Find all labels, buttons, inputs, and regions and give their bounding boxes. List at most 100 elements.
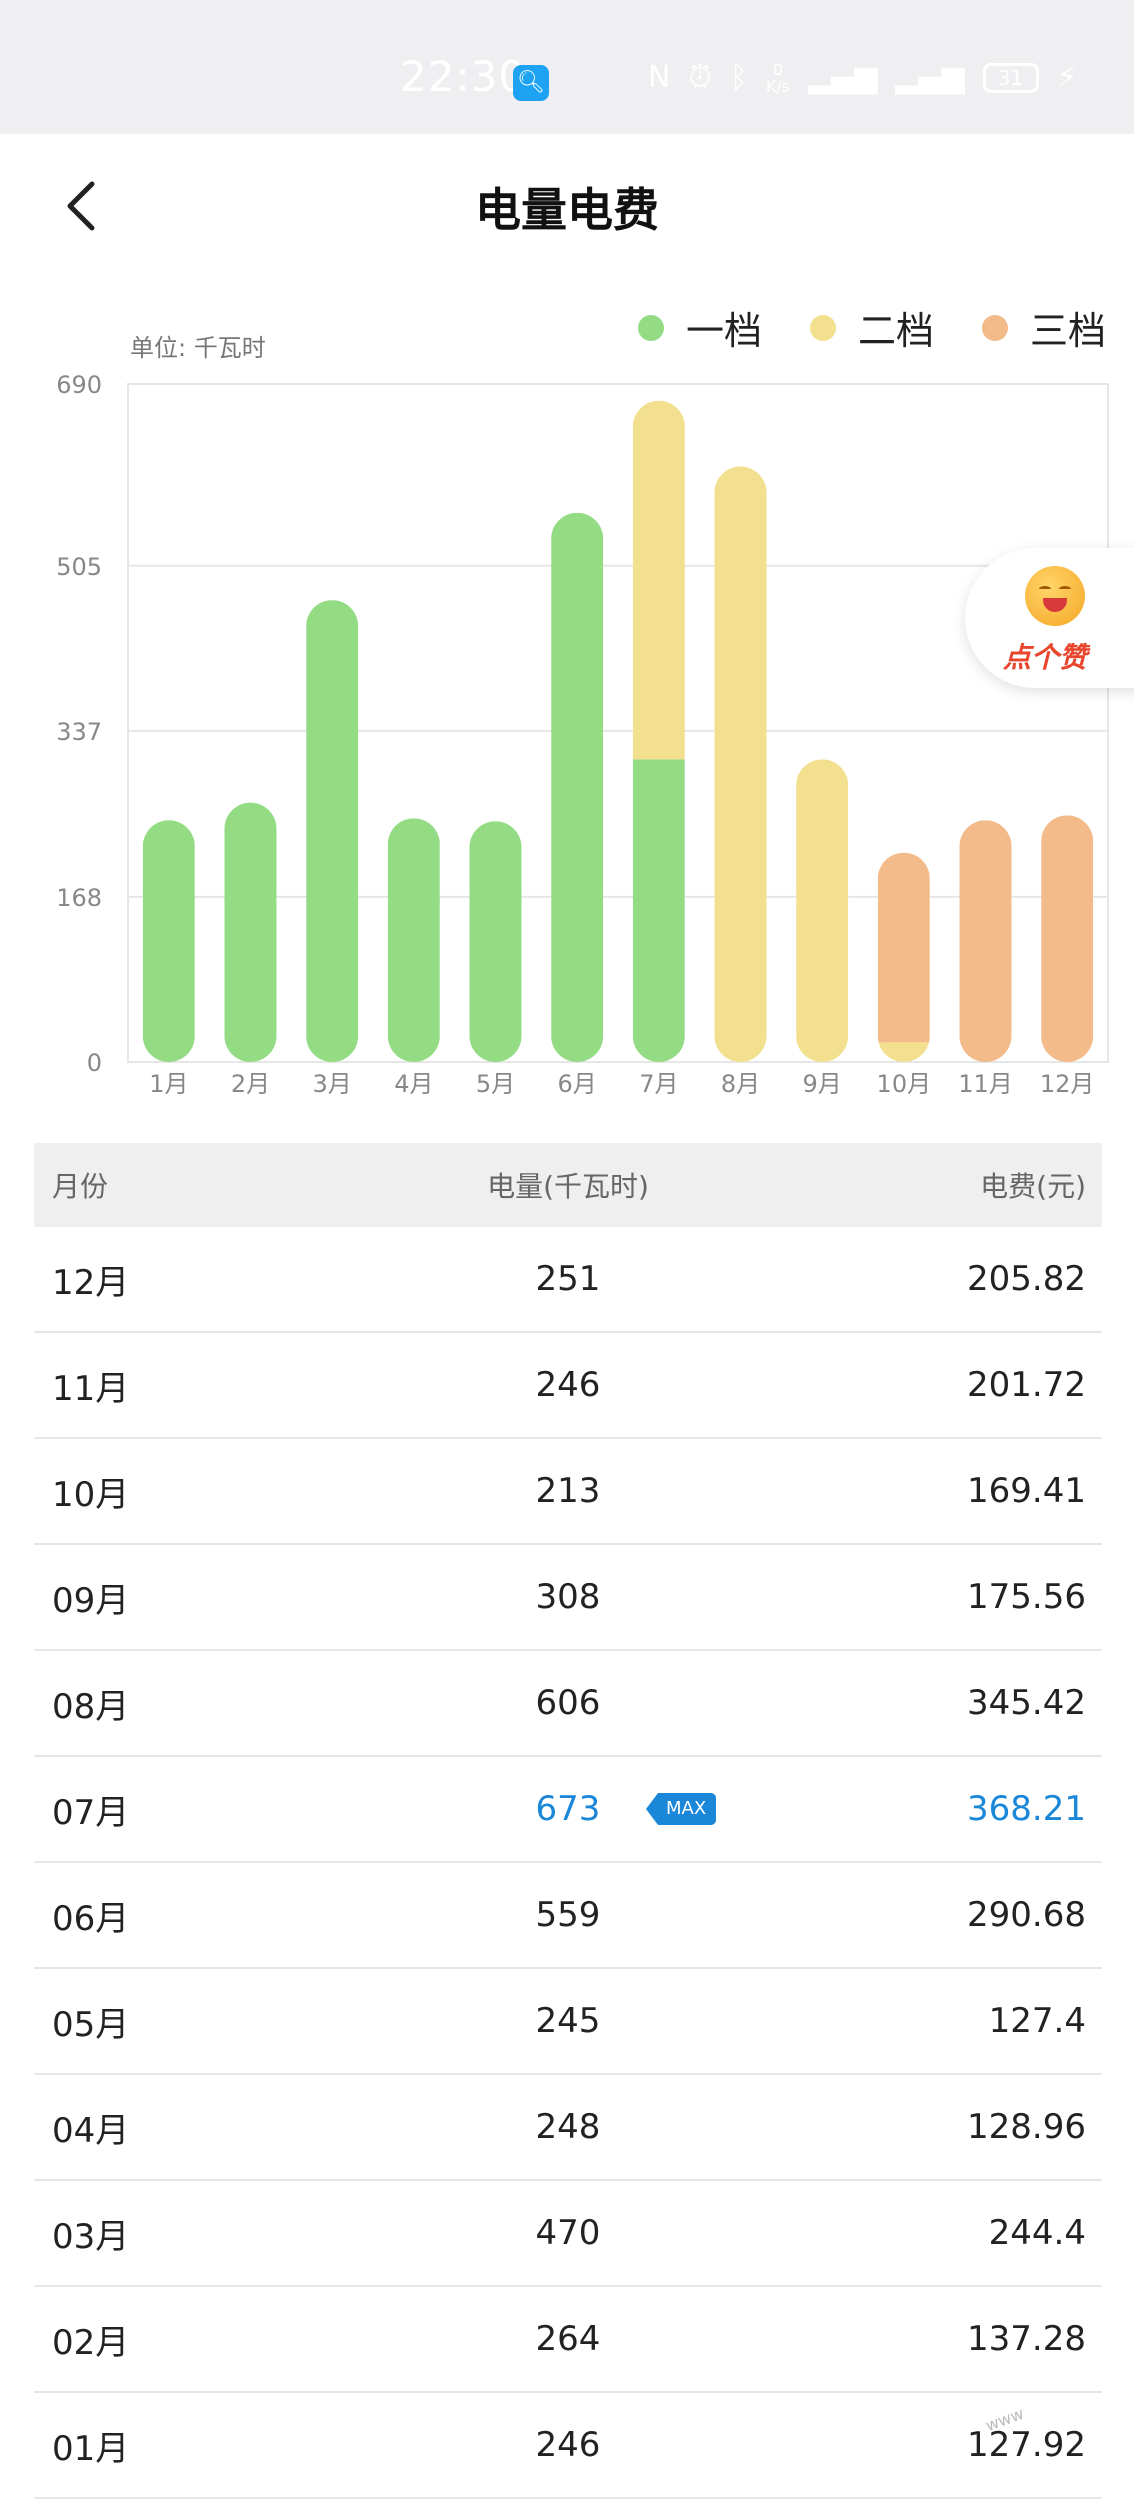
- signal-4g-icon: ▂▄▆: [895, 60, 965, 95]
- table-row[interactable]: 11月 246 201.72: [34, 1333, 1102, 1439]
- bar-group[interactable]: [877, 852, 930, 1062]
- bar-segment: [306, 600, 359, 1062]
- table-row[interactable]: 08月 606 345.42: [34, 1651, 1102, 1757]
- bar-segment: [714, 466, 767, 1062]
- cell-cost: 175.56: [967, 1577, 1086, 1617]
- status-bar: 22:30 🔍︎ N ⏰︎ ᛒ 0 K/s ▂▄▆ ▂▄▆ 31 ⚡︎: [0, 0, 1134, 134]
- speed-value: 0: [772, 59, 784, 79]
- table-row[interactable]: 01月 246 127.92: [34, 2393, 1102, 2499]
- table-row[interactable]: 07月 673 MAX 368.21: [34, 1757, 1102, 1863]
- cell-month: 05月: [52, 2004, 130, 2045]
- legend-dot-tier1: [637, 314, 664, 341]
- bar-segment: [632, 400, 685, 760]
- cell-cost: 205.82: [967, 1259, 1086, 1299]
- bar-group[interactable]: [1041, 815, 1094, 1062]
- cell-month: 11月: [52, 1368, 130, 1409]
- bar-segment: [632, 759, 685, 1062]
- y-tick-label: 0: [87, 1049, 102, 1077]
- cell-cost: 345.42: [967, 1683, 1086, 1723]
- table-row[interactable]: 03月 470 244.4: [34, 2181, 1102, 2287]
- usage-value: 246: [535, 2425, 601, 2465]
- bar-segment: [1041, 815, 1094, 1062]
- cell-month: 07月: [52, 1792, 130, 1833]
- cell-usage: 308: [390, 1577, 746, 1617]
- signal-5g-icon: ▂▄▆: [808, 60, 878, 95]
- legend-item-tier2: 二档: [809, 300, 934, 355]
- table-row[interactable]: 09月 308 175.56: [34, 1545, 1102, 1651]
- cell-cost: 244.4: [988, 2213, 1086, 2253]
- x-tick-label: 6月: [558, 1070, 597, 1098]
- bar-segment: [469, 821, 522, 1062]
- bar-group[interactable]: [632, 400, 685, 1062]
- cell-month: 01月: [52, 2428, 130, 2469]
- table-row[interactable]: 06月 559 290.68: [34, 1863, 1102, 1969]
- bar-segment: [551, 512, 604, 1062]
- back-button[interactable]: [54, 176, 114, 236]
- cell-usage: 246: [390, 1365, 746, 1405]
- usage-bar-chart: 0 168 337 505 690 1月 2月 3月 4月 5月 6月 7月 8月 9月 10月 11月 12月: [56, 371, 1109, 1098]
- cell-cost: 169.41: [967, 1471, 1086, 1511]
- network-speed: 0 K/s: [766, 61, 790, 95]
- y-tick-label: 337: [56, 718, 102, 746]
- bar-group[interactable]: [551, 512, 604, 1062]
- table-row[interactable]: 05月 245 127.4: [34, 1969, 1102, 2075]
- cell-month: 10月: [52, 1474, 130, 1515]
- legend-item-tier3: 三档: [981, 300, 1106, 355]
- table-body: 12月 251 205.82 11月 246 201.72 10月 213 169.41 09月 3…: [34, 1227, 1102, 2499]
- usage-value: 559: [535, 1895, 601, 1935]
- chart-unit-label: 单位: 千瓦时: [130, 334, 266, 362]
- page-title: 电量电费: [475, 183, 659, 237]
- cell-usage: 264: [390, 2319, 746, 2359]
- x-tick-label: 9月: [803, 1070, 842, 1098]
- app-header: 电量电费: [0, 134, 1134, 274]
- header-cost: 电费(元): [980, 1170, 1086, 1203]
- bar-group[interactable]: [224, 802, 277, 1062]
- y-tick-label: 168: [56, 884, 102, 912]
- x-tick-label: 10月: [877, 1070, 932, 1098]
- table-row[interactable]: 12月 251 205.82: [34, 1227, 1102, 1333]
- x-tick-label: 2月: [231, 1070, 270, 1098]
- bar-segment: [796, 759, 849, 1062]
- chart-legend: 一档 二档 三档: [637, 300, 1106, 355]
- table-row[interactable]: 02月 264 137.28: [34, 2287, 1102, 2393]
- like-button-label: 点个赞: [1003, 641, 1088, 674]
- cell-cost: 128.96: [967, 2107, 1086, 2147]
- cell-cost: 127.92: [967, 2425, 1086, 2465]
- table-row[interactable]: 10月 213 169.41: [34, 1439, 1102, 1545]
- cell-month: 06月: [52, 1898, 130, 1939]
- bar-group[interactable]: [306, 600, 359, 1062]
- cell-usage: 470: [390, 2213, 746, 2253]
- x-tick-label: 12月: [1040, 1070, 1095, 1098]
- cell-usage: 246: [390, 2425, 746, 2465]
- header-usage: 电量(千瓦时): [487, 1170, 649, 1203]
- bar-group[interactable]: [387, 818, 440, 1062]
- y-tick-label: 505: [56, 553, 102, 581]
- bar-segment: [877, 1042, 930, 1062]
- usage-value: 470: [535, 2213, 601, 2253]
- bar-group[interactable]: [796, 759, 849, 1062]
- cell-month: 02月: [52, 2322, 130, 2363]
- cell-cost: 137.28: [967, 2319, 1086, 2359]
- bar-group[interactable]: [469, 821, 522, 1062]
- status-time: 22:30: [400, 52, 527, 101]
- header-month: 月份: [52, 1170, 109, 1203]
- bar-group[interactable]: [714, 466, 767, 1062]
- bar-group[interactable]: [959, 820, 1012, 1062]
- usage-table: 月份 电量(千瓦时) 电费(元) 12月 251 205.82 11月 246 201.7…: [34, 1143, 1102, 2499]
- battery-icon: 31: [982, 62, 1039, 93]
- table-row[interactable]: 04月 248 128.96: [34, 2075, 1102, 2181]
- cell-usage: 559: [390, 1895, 746, 1935]
- cell-usage: 213: [390, 1471, 746, 1511]
- usage-value: 308: [535, 1577, 601, 1617]
- x-tick-label: 3月: [313, 1070, 352, 1098]
- like-button[interactable]: 点个赞: [965, 548, 1134, 688]
- search-icon[interactable]: 🔍︎: [513, 65, 549, 101]
- bar-group[interactable]: [142, 820, 195, 1062]
- bluetooth-icon: ᛒ: [729, 60, 748, 95]
- usage-value: 245: [535, 2001, 601, 2041]
- status-icons: N ⏰︎ ᛒ 0 K/s ▂▄▆ ▂▄▆ 31 ⚡︎: [648, 60, 1078, 95]
- usage-value: 248: [535, 2107, 601, 2147]
- nfc-icon: N: [648, 60, 671, 95]
- x-tick-label: 11月: [958, 1070, 1013, 1098]
- usage-value: 264: [535, 2319, 601, 2359]
